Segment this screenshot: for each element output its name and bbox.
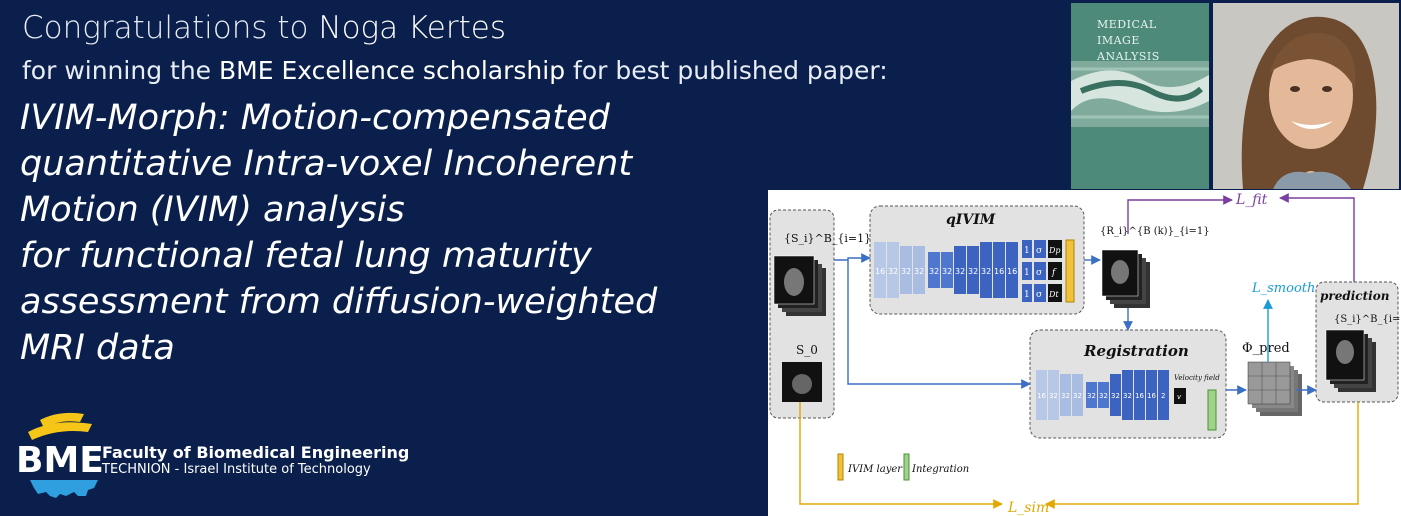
integration-bar <box>1207 389 1217 431</box>
legend-integration-label: Integration <box>911 464 969 475</box>
legend-ivim-label: IVIM layer <box>847 464 903 475</box>
velocity-label: Velocity field <box>1174 374 1220 382</box>
phi-label: Φ_pred <box>1242 341 1290 356</box>
registration-channel: 16 <box>1135 392 1144 400</box>
legend-ivim-swatch <box>837 453 844 481</box>
qivim-channel: 32 <box>914 267 924 276</box>
portrait-illustration <box>1213 3 1399 189</box>
legend-integration-swatch <box>903 453 910 481</box>
journal-cover: MEDICAL IMAGE ANALYSIS <box>1071 3 1209 189</box>
s0-label: S_0 <box>796 343 818 357</box>
qivim-unet <box>874 242 1018 298</box>
journal-title-line: ANALYSIS <box>1097 50 1160 63</box>
paper-title: IVIM-Morph: Motion-compensated quantitat… <box>20 95 760 371</box>
paper-title-line: quantitative Intra-voxel Incoherent <box>20 144 633 184</box>
qivim-channel: 32 <box>981 267 991 276</box>
portrait-photo <box>1213 3 1399 189</box>
qivim-one: 1 <box>1024 246 1030 256</box>
registration-channel: 32 <box>1073 392 1082 400</box>
qivim-channel: 16 <box>1007 267 1017 276</box>
journal-title-line: MEDICAL <box>1097 18 1157 31</box>
registration-channel: 32 <box>1049 392 1058 400</box>
logo-institute: TECHNION - Israel Institute of Technolog… <box>102 462 371 477</box>
logo-faculty: Faculty of Biomedical Engineering <box>102 443 410 462</box>
paper-title-line: for functional fetal lung maturity <box>20 236 592 276</box>
paper-title-line: MRI data <box>20 328 175 368</box>
qivim-sigma: σ <box>1036 290 1042 300</box>
phi-images <box>1247 361 1302 416</box>
input-label: {S_i}^B_{i=1} <box>784 232 871 245</box>
winner-name: Noga Kertes <box>318 10 506 46</box>
journal-cover-pattern <box>1071 61 1209 127</box>
qivim-one: 1 <box>1024 290 1030 300</box>
qivim-channel: 32 <box>955 267 965 276</box>
award-suffix: for best published paper: <box>565 56 888 85</box>
loss-sim-label: L_sim <box>1007 500 1049 516</box>
prediction-images <box>1325 329 1376 392</box>
qivim-channel: 32 <box>942 267 952 276</box>
journal-cover-title: MEDICAL IMAGE ANALYSIS <box>1097 17 1160 65</box>
award-prefix: for winning the <box>22 56 219 85</box>
input-images <box>773 255 826 316</box>
prediction-title: prediction <box>1320 289 1389 303</box>
qivim-one: 1 <box>1024 268 1030 278</box>
qivim-output: f <box>1051 268 1057 278</box>
prediction-label: {S_i}^B_{i=1} <box>1334 314 1401 325</box>
bme-logo-mark: BME <box>16 440 104 481</box>
loss-fit-label: L_fit <box>1235 192 1268 208</box>
paper-title-line: IVIM-Morph: Motion-compensated <box>20 98 610 138</box>
registration-channel: 32 <box>1061 392 1070 400</box>
qivim-channel: 32 <box>888 267 898 276</box>
qivim-sigma: σ <box>1036 268 1042 278</box>
r-images <box>1101 249 1150 308</box>
registration-channel: 2 <box>1161 392 1165 400</box>
registration-channel: 16 <box>1037 392 1046 400</box>
architecture-diagram: {S_i}^B_{i=1} S_0 qIVIM 16 32 32 32 32 3… <box>768 190 1401 516</box>
qivim-channel: 32 <box>968 267 978 276</box>
bme-logo: BME <box>16 412 104 498</box>
congrats-prefix: Congratulations to <box>22 10 319 46</box>
qivim-output: Dt <box>1048 290 1059 299</box>
congratulations-line: Congratulations to Noga Kertes <box>22 10 506 46</box>
qivim-output: Dp <box>1048 246 1061 255</box>
registration-channel: 32 <box>1111 392 1120 400</box>
loss-smooth-label: L_smooth <box>1251 281 1315 296</box>
ivim-layer-bar <box>1065 239 1075 303</box>
r-label: {R_i}^{B (k)}_{i=1} <box>1100 226 1210 237</box>
registration-channel: 32 <box>1087 392 1096 400</box>
qivim-channel: 32 <box>929 267 939 276</box>
award-line: for winning the BME Excellence scholarsh… <box>22 56 888 85</box>
journal-title-line: IMAGE <box>1097 34 1140 47</box>
qivim-channel: 16 <box>875 267 885 276</box>
registration-channel: 32 <box>1099 392 1108 400</box>
registration-channel: 32 <box>1123 392 1132 400</box>
velocity-v: v <box>1177 393 1182 401</box>
qivim-sigma: σ <box>1036 246 1042 256</box>
award-name: BME Excellence scholarship <box>219 56 566 85</box>
registration-unet <box>1036 370 1217 431</box>
qivim-channel: 32 <box>901 267 911 276</box>
paper-title-line: assessment from diffusion-weighted <box>20 282 658 322</box>
qivim-title: qIVIM <box>946 212 996 228</box>
qivim-channel: 16 <box>994 267 1004 276</box>
registration-title: Registration <box>1083 342 1189 360</box>
paper-title-line: Motion (IVIM) analysis <box>20 190 405 230</box>
registration-channel: 16 <box>1147 392 1156 400</box>
qivim-heads: 1 1 1 σ σ σ Dp f Dt <box>1022 239 1075 303</box>
